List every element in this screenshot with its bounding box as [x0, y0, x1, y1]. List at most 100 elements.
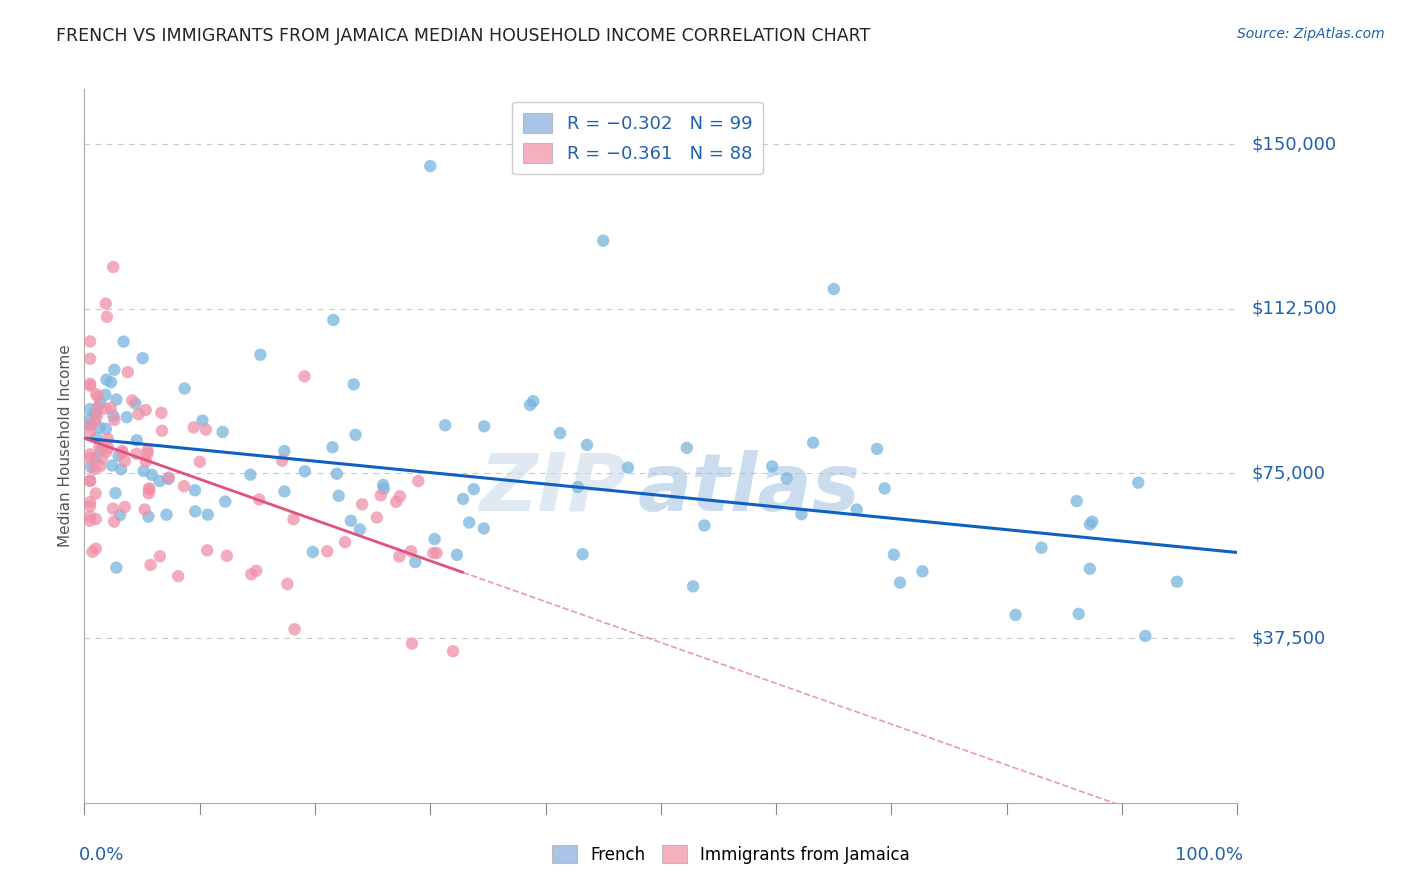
Point — [155, 508, 177, 522]
Point — [127, 407, 149, 421]
Point — [173, 382, 195, 396]
Point — [1081, 515, 1104, 529]
Point — [184, 504, 207, 518]
Point — [84, 541, 107, 556]
Point — [84, 407, 107, 421]
Point — [121, 393, 143, 408]
Text: atlas: atlas — [638, 450, 860, 528]
Point — [522, 394, 544, 409]
Point — [136, 443, 159, 458]
Point — [167, 569, 190, 583]
Text: FRENCH VS IMMIGRANTS FROM JAMAICA MEDIAN HOUSEHOLD INCOME CORRELATION CHART: FRENCH VS IMMIGRANTS FROM JAMAICA MEDIAN… — [56, 27, 870, 45]
Point — [1135, 629, 1157, 643]
Y-axis label: Median Household Income: Median Household Income — [58, 344, 73, 548]
Point — [301, 545, 323, 559]
Point — [273, 444, 295, 458]
Point — [111, 444, 134, 458]
Point — [283, 512, 305, 526]
Point — [105, 392, 128, 407]
Point — [349, 522, 371, 536]
Point — [1128, 475, 1150, 490]
Point — [79, 499, 101, 513]
Point — [458, 516, 481, 530]
Point — [183, 420, 205, 434]
Point — [322, 313, 344, 327]
Point — [96, 373, 118, 387]
Point — [79, 451, 101, 466]
Point — [316, 544, 339, 558]
Point — [276, 577, 298, 591]
Point — [321, 440, 343, 454]
Point — [141, 467, 163, 482]
Point — [112, 334, 135, 349]
Point — [134, 502, 156, 516]
Point — [108, 508, 131, 522]
Point — [404, 555, 426, 569]
Point — [592, 234, 614, 248]
Point — [117, 365, 139, 379]
Point — [1067, 607, 1090, 621]
Point — [576, 438, 599, 452]
Point — [89, 459, 111, 474]
Point — [94, 422, 117, 436]
Point — [79, 425, 101, 440]
Point — [211, 425, 233, 439]
Point — [472, 419, 495, 434]
Point — [240, 567, 263, 582]
Point — [845, 502, 868, 516]
Point — [157, 471, 180, 485]
Point — [883, 548, 905, 562]
Point — [191, 414, 214, 428]
Point — [79, 514, 101, 528]
Point — [422, 546, 444, 560]
Text: $75,000: $75,000 — [1251, 465, 1326, 483]
Point — [761, 459, 783, 474]
Point — [131, 351, 153, 366]
Point — [567, 480, 589, 494]
Point — [125, 434, 148, 448]
Point — [110, 462, 132, 476]
Point — [519, 398, 541, 412]
Point — [84, 387, 107, 401]
Point — [79, 418, 101, 433]
Point — [148, 474, 170, 488]
Point — [408, 474, 430, 488]
Point — [866, 442, 889, 456]
Point — [548, 426, 571, 441]
Point — [801, 435, 824, 450]
Point — [249, 348, 271, 362]
Point — [366, 510, 388, 524]
Point — [135, 403, 157, 417]
Point — [239, 467, 262, 482]
Point — [96, 310, 118, 324]
Point — [83, 462, 105, 476]
Point — [333, 535, 356, 549]
Point — [100, 401, 122, 415]
Point — [84, 414, 107, 428]
Point — [101, 501, 124, 516]
Point — [79, 376, 101, 391]
Point — [1004, 607, 1026, 622]
Point — [135, 454, 157, 468]
Point — [89, 440, 111, 454]
Point — [79, 378, 101, 392]
Point — [114, 500, 136, 514]
Point — [173, 479, 195, 493]
Point — [423, 532, 446, 546]
Point — [675, 441, 697, 455]
Text: $150,000: $150,000 — [1251, 135, 1336, 153]
Point — [1078, 517, 1101, 532]
Point — [184, 483, 207, 498]
Point — [94, 388, 117, 402]
Point — [150, 406, 173, 420]
Point — [79, 402, 101, 417]
Point — [107, 449, 129, 463]
Point — [294, 464, 316, 478]
Point — [451, 491, 474, 506]
Text: 0.0%: 0.0% — [79, 846, 124, 863]
Point — [388, 489, 411, 503]
Point — [343, 377, 366, 392]
Point — [399, 544, 422, 558]
Point — [1166, 574, 1188, 589]
Point — [86, 401, 108, 416]
